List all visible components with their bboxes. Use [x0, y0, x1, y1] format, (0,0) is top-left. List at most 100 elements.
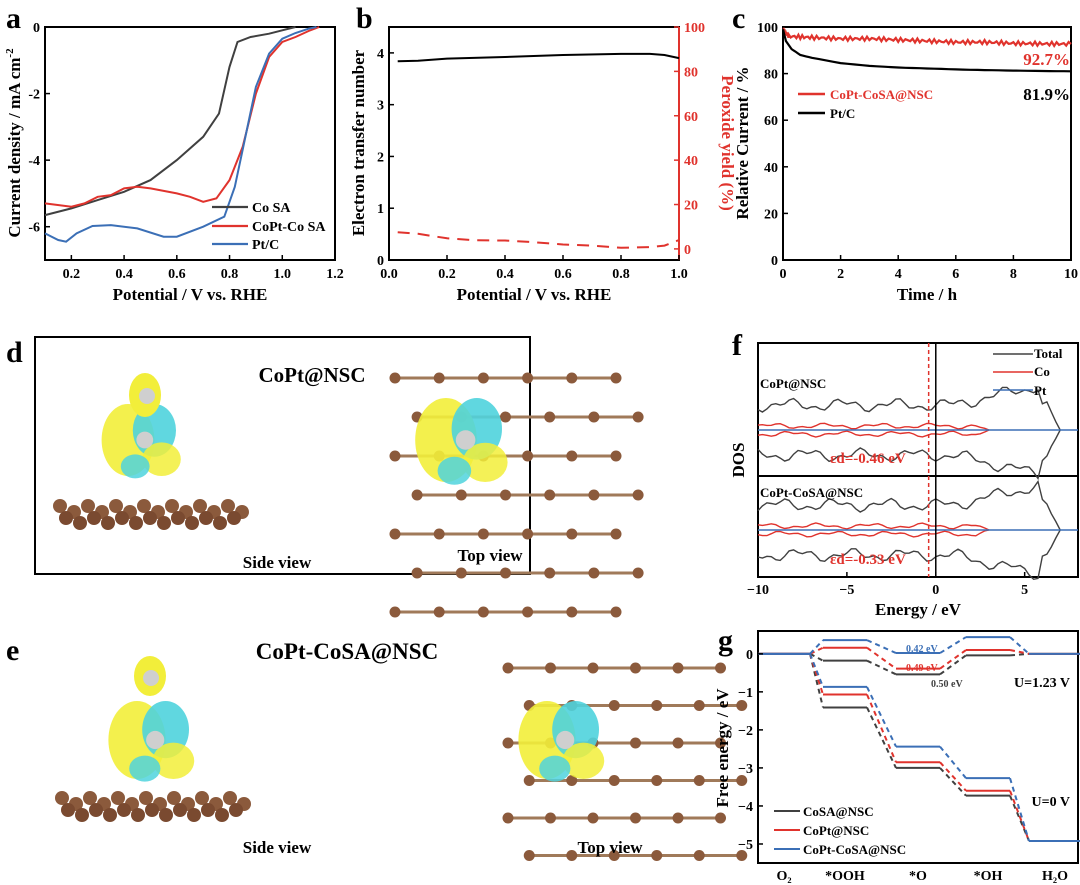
dos-total-up [757, 479, 1061, 531]
carbon-atom [693, 700, 705, 711]
side-view-structure-e [55, 656, 251, 822]
y2-tick-label: 40 [684, 154, 698, 169]
x-tick-label: 1.2 [326, 267, 344, 282]
panel-c-frame [782, 26, 1072, 261]
y2-tick-label: 100 [684, 21, 705, 36]
energy-connector [939, 649, 967, 670]
carbon-atom [544, 489, 556, 501]
carbon-atom [103, 808, 117, 822]
panel-d-structure: CoPt@NSC Side view Top view [34, 336, 644, 618]
carbon-atom [651, 775, 663, 786]
carbon-atom [566, 606, 578, 618]
panel-c-xlabel: Time / h [897, 285, 958, 304]
y-tick-label: 60 [764, 114, 778, 129]
carbon-atom [187, 808, 201, 822]
legend-total: Total [1034, 346, 1063, 361]
carbon-atom [608, 775, 620, 786]
carbon-atom [610, 450, 622, 462]
carbon-atom [73, 516, 87, 530]
y-tick-label: -6 [28, 221, 40, 236]
carbon-atom [502, 662, 514, 674]
panel-f-ylabel: DOS [729, 443, 748, 478]
x-tick-label: 0 [932, 583, 939, 598]
carbon-atom [566, 450, 578, 462]
carbon-atom [101, 516, 115, 530]
carbon-atom [502, 812, 514, 824]
carbon-atom [522, 372, 534, 384]
energy-connector [1009, 777, 1030, 842]
panel-e-structure: CoPt-CoSA@NSC Side view Top view [55, 639, 748, 861]
series-pt-c [781, 29, 1072, 73]
y-tick-label: 1 [377, 202, 384, 217]
side-view-structure-d [53, 373, 249, 530]
x-category-label: *OH [974, 869, 1003, 884]
carbon-atom [215, 808, 229, 822]
carbon-atom [477, 372, 489, 384]
panel-letter-f: f [732, 329, 743, 362]
panel-f-frame [757, 342, 1079, 578]
gap-0-49: 0.49 eV [906, 663, 938, 674]
panel-letter-b: b [356, 2, 373, 35]
metal-atom [556, 730, 575, 750]
panel-letter-g: g [718, 624, 733, 657]
carbon-atom [608, 700, 620, 711]
carbon-atom [522, 528, 534, 540]
series-co-sa [44, 26, 296, 217]
carbon-atom [500, 489, 511, 501]
metal-atom [139, 388, 155, 404]
carbon-atom [221, 499, 235, 513]
carbon-atom [229, 803, 243, 817]
carbon-atom [500, 567, 511, 579]
d-band-center-2: εd=-0.33 eV [830, 552, 906, 568]
carbon-atom [715, 737, 726, 749]
panel-letter-e: e [6, 634, 19, 667]
carbon-atom [588, 489, 600, 501]
y2-tick-label: 80 [684, 65, 698, 80]
energy-connector [866, 639, 897, 654]
legend-pt-c: Pt/C [252, 238, 279, 253]
carbon-atom [59, 511, 73, 525]
carbon-atom [109, 499, 123, 513]
carbon-atom [455, 489, 467, 501]
carbon-atom [630, 812, 641, 824]
carbon-atom [630, 662, 641, 674]
y-tick-label: 0 [771, 254, 778, 269]
panel-a-frame [44, 26, 336, 261]
energy-connector [809, 652, 824, 662]
carbon-atom [433, 372, 445, 384]
carbon-atom [195, 791, 209, 805]
energy-connector [939, 654, 967, 676]
carbon-atom [193, 499, 207, 513]
carbon-atom [477, 528, 489, 540]
y-tick-label: 20 [764, 207, 778, 222]
carbon-atom [630, 737, 641, 749]
y2-tick-label: 20 [684, 199, 698, 214]
carbon-atom [433, 528, 445, 540]
y-tick-label: 2 [377, 150, 384, 165]
carbon-atom [411, 567, 423, 579]
charge-depletion [142, 442, 181, 477]
legend-co: Co [1034, 364, 1050, 379]
panel-a-ylabel: Current density / mA cm-2 [4, 48, 24, 238]
energy-connector [809, 639, 824, 655]
carbon-atom [455, 567, 467, 579]
carbon-atom [53, 499, 67, 513]
carbon-atom [693, 775, 705, 786]
carbon-atom [213, 516, 227, 530]
energy-connector [866, 646, 897, 670]
carbon-atom [715, 662, 726, 674]
carbon-atom [389, 450, 401, 462]
legend-copt-cosa-nsc: CoPt-CoSA@NSC [830, 87, 933, 102]
panel-g-chart: 0 −1 −2 −3 −4 −5 O₂ *OOH *O *OH H₂O U=1.23 V U=0 V… [713, 630, 1080, 884]
metal-atom [146, 730, 165, 750]
carbon-atom [672, 662, 684, 674]
x-tick-label: −5 [839, 583, 854, 598]
carbon-atom [502, 737, 514, 749]
energy-connector [809, 653, 824, 688]
y-tick-label: 40 [764, 161, 778, 176]
carbon-atom [588, 411, 600, 423]
dos-co-down [757, 429, 990, 438]
series-pt-c [44, 26, 317, 243]
